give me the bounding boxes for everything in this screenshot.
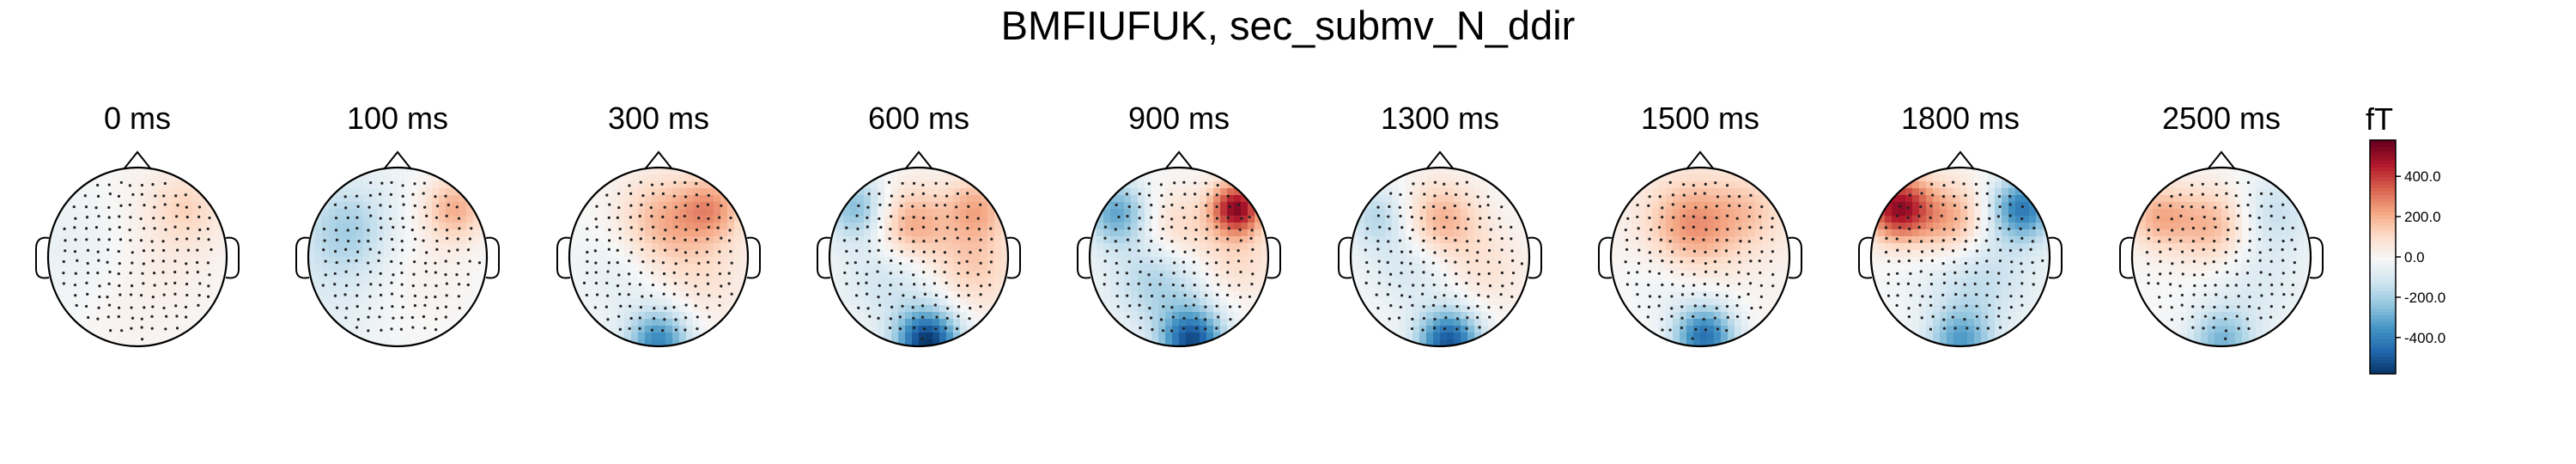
sensor-dots [1624, 180, 1775, 340]
right-ear-outline [1788, 236, 1802, 279]
right-ear-outline [1528, 236, 1542, 279]
sensor-dots [582, 180, 733, 333]
head-outline [307, 166, 489, 348]
topomap-time-label: 900 ms [1128, 101, 1230, 136]
right-ear-outline [2048, 236, 2063, 279]
colorbar-tick-label: 400.0 [2404, 168, 2441, 185]
colorbar-tick-label: 0.0 [2404, 249, 2425, 266]
figure-title: BMFIUFUK, sec_submv_N_ddir [1000, 3, 1576, 48]
topomap-5: 1300 ms [1338, 101, 1542, 348]
head-outline [2130, 166, 2312, 348]
topomap-time-label: 300 ms [608, 101, 709, 136]
right-ear-outline [1267, 236, 1281, 279]
head-outline [828, 166, 1010, 348]
sensor-dots [321, 180, 482, 333]
sensor-dots [1103, 180, 1255, 333]
topomap-time-label: 100 ms [347, 101, 448, 136]
left-ear-outline [1598, 236, 1613, 279]
left-ear-outline [1077, 236, 1091, 279]
right-ear-outline [225, 236, 240, 279]
nose-outline [383, 150, 412, 170]
head-outline [46, 166, 228, 348]
topomap-time-label: 1300 ms [1381, 101, 1499, 136]
topomap-3: 600 ms [817, 101, 1021, 348]
topomap-2: 300 ms [556, 101, 761, 348]
left-ear-outline [1858, 236, 1873, 279]
head-outline [1869, 166, 2051, 348]
left-ear-outline [2119, 236, 2134, 279]
topomap-time-label: 0 ms [104, 101, 171, 136]
sensor-dots [842, 180, 993, 340]
nose-outline [1425, 150, 1455, 170]
sensor-dots [62, 180, 213, 341]
nose-outline [2207, 150, 2236, 170]
right-ear-outline [746, 236, 761, 279]
colorbar: fT 400.0 200.0 0.0 -200.0 -400.0 [2366, 101, 2445, 375]
nose-outline [1164, 150, 1194, 170]
right-ear-outline [2309, 236, 2324, 279]
left-ear-outline [35, 236, 50, 279]
nose-outline [123, 150, 152, 170]
topomap-6: 1500 ms [1598, 101, 1802, 348]
left-ear-outline [556, 236, 571, 279]
nose-outline [1686, 150, 1715, 170]
head-outline [1088, 166, 1270, 348]
head-outline [1609, 166, 1791, 348]
topomap-field [569, 168, 748, 346]
topomap-0: 0 ms [35, 101, 240, 348]
colorbar-unit-label: fT [2366, 101, 2393, 137]
colorbar-tick-label: -400.0 [2404, 330, 2445, 346]
right-ear-outline [485, 236, 500, 279]
right-ear-outline [1006, 236, 1021, 279]
topomap-time-label: 1500 ms [1641, 101, 1759, 136]
topomap-time-label: 1800 ms [1901, 101, 2020, 136]
sensor-dots [2145, 180, 2297, 340]
head-outline [568, 166, 750, 348]
topomap-8: 2500 ms [2119, 101, 2324, 348]
head-outline [1349, 166, 1531, 348]
topomap-4: 900 ms [1077, 101, 1281, 348]
topomap-7: 1800 ms [1858, 101, 2063, 348]
topomap-field [829, 168, 1008, 346]
colorbar-tick-label: 200.0 [2404, 209, 2441, 225]
nose-outline [904, 150, 933, 170]
topomap-time-label: 600 ms [868, 101, 969, 136]
left-ear-outline [295, 236, 310, 279]
nose-outline [1946, 150, 1975, 170]
sensor-dots [1364, 180, 1524, 332]
topomap-1: 100 ms [295, 101, 500, 348]
colorbar-tick-label: -200.0 [2404, 290, 2445, 306]
topomap-field [1351, 168, 1529, 346]
sensor-dots [1884, 180, 2044, 331]
left-ear-outline [1338, 236, 1352, 279]
nose-outline [644, 150, 673, 170]
left-ear-outline [817, 236, 831, 279]
topomap-time-label: 2500 ms [2162, 101, 2281, 136]
